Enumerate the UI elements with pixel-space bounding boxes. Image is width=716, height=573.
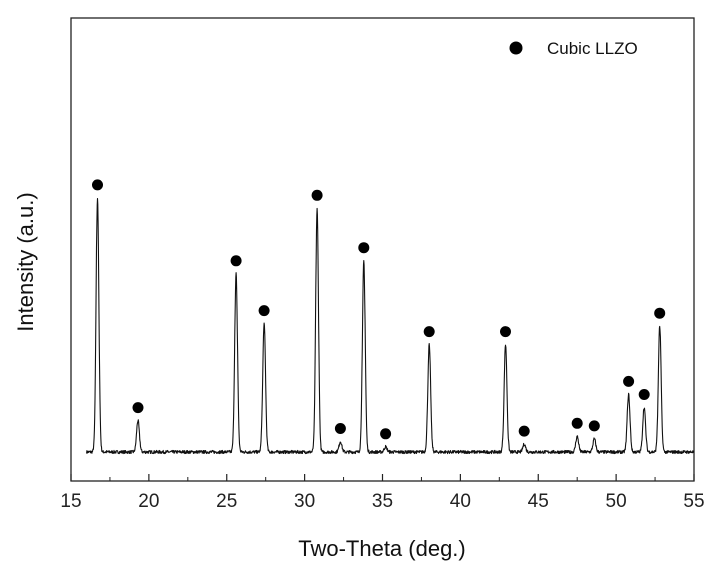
x-tick-label-30: 30 bbox=[294, 491, 315, 512]
legend: Cubic LLZO bbox=[509, 39, 638, 58]
peak-marker-4 bbox=[258, 305, 270, 317]
x-tick-label-50: 50 bbox=[606, 491, 627, 512]
peak-marker-2 bbox=[132, 402, 144, 414]
peak-marker-3 bbox=[230, 255, 242, 267]
x-axis-label: Two-Theta (deg.) bbox=[298, 536, 466, 561]
x-tick-label-40: 40 bbox=[450, 491, 471, 512]
peak-markers bbox=[92, 179, 666, 440]
legend-marker bbox=[509, 41, 523, 55]
peak-marker-16 bbox=[654, 307, 666, 319]
peak-marker-5 bbox=[311, 189, 323, 201]
peak-marker-14 bbox=[623, 375, 635, 387]
peak-marker-13 bbox=[588, 420, 600, 432]
x-tick-label-45: 45 bbox=[528, 491, 549, 512]
peak-marker-7 bbox=[358, 242, 370, 254]
peak-marker-10 bbox=[500, 326, 511, 338]
x-axis-tick-labels: 15 20 25 30 35 40 45 50 55 bbox=[60, 491, 704, 512]
peak-marker-6 bbox=[334, 423, 346, 434]
x-tick-label-25: 25 bbox=[216, 491, 237, 512]
x-tick-label-55: 55 bbox=[683, 491, 704, 512]
peak-marker-12 bbox=[571, 417, 583, 429]
peak-marker-8 bbox=[380, 428, 392, 440]
x-tick-label-15: 15 bbox=[60, 491, 81, 512]
peak-marker-9 bbox=[423, 326, 435, 338]
peak-marker-11 bbox=[518, 425, 530, 437]
peak-marker-15 bbox=[638, 389, 650, 400]
x-tick-label-35: 35 bbox=[372, 491, 393, 512]
peak-marker-1 bbox=[92, 179, 103, 191]
xrd-pattern-line bbox=[86, 197, 695, 455]
legend-label: Cubic LLZO bbox=[547, 39, 638, 58]
plot-frame bbox=[70, 17, 695, 482]
y-axis-label: Intensity (a.u.) bbox=[13, 192, 38, 331]
x-tick-label-20: 20 bbox=[138, 491, 159, 512]
x-axis-ticks bbox=[70, 474, 695, 481]
